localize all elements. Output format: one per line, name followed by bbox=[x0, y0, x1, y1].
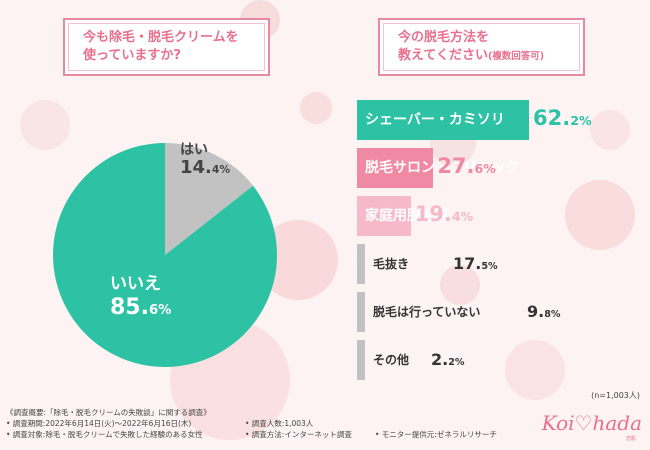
pie-label-no: いいえ 85.6% bbox=[110, 274, 172, 320]
question-box-1: 今も除毛・脱毛クリームを 使っていますか? bbox=[63, 18, 270, 76]
bar-1: 脱毛サロン・クリニック bbox=[357, 148, 519, 188]
bar-label-0: シェーバー・カミソリ bbox=[365, 112, 505, 128]
survey-period: • 調査期間:2022年6月14日(火)〜2022年6月16日(木) bbox=[6, 419, 192, 428]
survey-overview: 《調査概要:「除毛・脱毛クリームの失敗談」に関する調査》 bbox=[6, 408, 211, 417]
survey-provider: • モニター提供元:ゼネラルリサーチ bbox=[375, 430, 497, 439]
bar-label-5: その他 bbox=[373, 353, 410, 367]
bar-label-2: 家庭用脱毛器 bbox=[365, 208, 449, 224]
bar-5: その他 bbox=[357, 340, 409, 380]
pie-label-yes: はい 14.4% bbox=[180, 142, 230, 179]
bar-value-3: 17.5% bbox=[453, 254, 498, 273]
bar-4: 脱毛は行っていない bbox=[357, 292, 480, 332]
question-1-line2: 使っていますか? bbox=[83, 48, 181, 63]
sample-size: (n=1,003人) bbox=[591, 391, 640, 400]
question-2-line1: 今の脱毛方法を bbox=[398, 30, 490, 45]
survey-method: • 調査方法:インターネット調査 bbox=[245, 430, 352, 439]
brand-logo-sub: 恋肌 bbox=[625, 436, 636, 442]
question-2-line2: 教えてください(複数回答可) bbox=[398, 48, 545, 63]
bar-value-2: 19.4% bbox=[414, 202, 474, 226]
pie-label-no-text: いいえ bbox=[110, 274, 161, 294]
survey-people: • 調査人数:1,003人 bbox=[245, 419, 314, 428]
bar-3: 毛抜き bbox=[357, 244, 409, 284]
bar-0: シェーバー・カミソリ bbox=[357, 100, 529, 140]
bar-label-4: 脱毛は行っていない bbox=[373, 305, 481, 319]
bar-2: 家庭用脱毛器 bbox=[357, 196, 449, 236]
question-box-2: 今の脱毛方法を 教えてください(複数回答可) bbox=[378, 18, 585, 76]
question-1-line1: 今も除毛・脱毛クリームを bbox=[83, 30, 239, 45]
question-2-note: (複数回答可) bbox=[487, 51, 545, 62]
pie-slice-no bbox=[53, 143, 277, 368]
pie-slice-yes bbox=[165, 143, 254, 255]
bar-value-4: 9.8% bbox=[527, 302, 561, 321]
bar-value-1: 27.6% bbox=[437, 154, 496, 178]
pie-label-yes-text: はい bbox=[180, 142, 208, 158]
pie-value-yes: 14.4% bbox=[180, 157, 231, 179]
survey-target: • 調査対象:除毛・脱毛クリームで失敗した経験のある女性 bbox=[6, 430, 203, 439]
pie-value-no: 85.6% bbox=[110, 294, 172, 320]
brand-logo: Koi♡hada bbox=[541, 411, 642, 435]
bar-value-5: 2.2% bbox=[431, 350, 465, 369]
bar-value-0: 62.2% bbox=[533, 106, 592, 130]
bar-label-3: 毛抜き bbox=[373, 257, 410, 271]
bar-label-1: 脱毛サロン・クリニック bbox=[365, 160, 519, 176]
